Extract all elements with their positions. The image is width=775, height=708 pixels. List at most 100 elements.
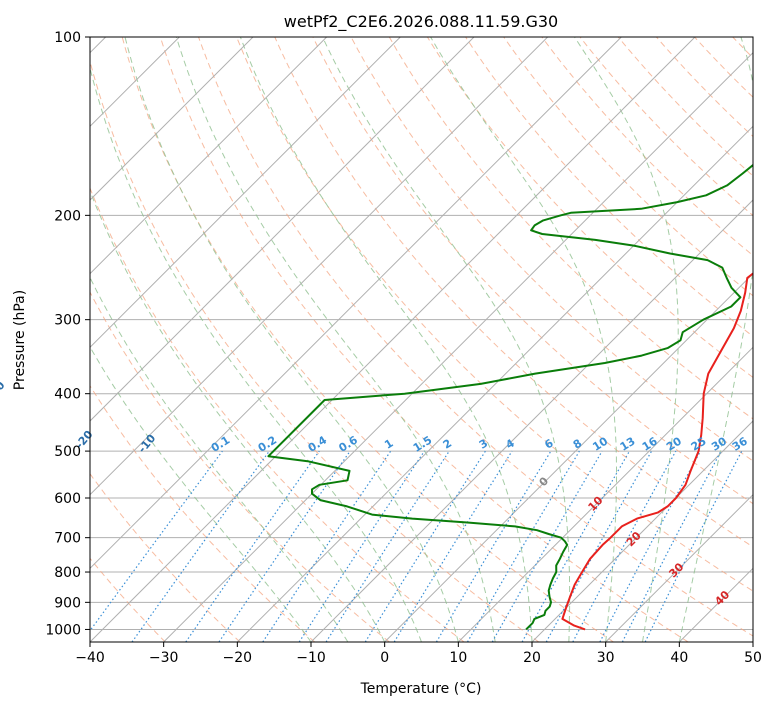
mixing-ratio-label: 0.2	[256, 433, 279, 454]
moist-adiabat-line	[124, 37, 459, 642]
x-tick-label: 30	[597, 650, 615, 666]
isotherm-line	[531, 420, 753, 642]
chart-title: wetPf2_C2E6.2026.088.11.59.G30	[284, 12, 558, 32]
y-tick-label: 1000	[45, 622, 81, 638]
isotherm-line	[90, 37, 401, 349]
dry-adiabat-line	[694, 37, 753, 98]
dry-adiabat-label: -10	[136, 432, 159, 456]
isotherm-line	[90, 37, 696, 642]
x-tick-label: 50	[744, 650, 762, 666]
mixing-ratio-line	[621, 450, 722, 642]
moist-adiabat-line	[322, 37, 571, 642]
plot-frame	[89, 36, 754, 643]
mixing-ratio-line	[325, 450, 450, 642]
isotherm-label: 20	[624, 529, 644, 549]
line-labels: 0.10.20.40.611.52346810131620253036-100-…	[0, 379, 750, 609]
dry-adiabat-label: -30	[0, 379, 8, 403]
mixing-ratio-line	[364, 450, 486, 642]
mixing-ratio-line	[644, 450, 743, 642]
mixing-ratio-line	[599, 450, 702, 642]
isotherm-line	[163, 51, 753, 642]
mixing-ratio-line	[90, 450, 223, 632]
moist-adiabat-line	[90, 65, 422, 642]
isotherm-line	[310, 199, 753, 642]
dry-adiabat-line	[771, 37, 775, 642]
mixing-ratio-label: 1	[382, 437, 395, 452]
x-tick-label: 10	[449, 650, 467, 666]
isotherm-line	[90, 37, 622, 570]
dry-adiabat-line	[465, 37, 753, 338]
x-tick-label: −10	[296, 650, 326, 666]
dry-adiabat-line	[312, 37, 753, 505]
moist-adiabat-line	[239, 37, 533, 642]
dewpoint-profile-line	[267, 163, 753, 631]
x-axis-label: Temperature (°C)	[360, 681, 482, 697]
y-axis-label: Pressure (hPa)	[12, 290, 28, 390]
isotherm-line	[90, 37, 254, 201]
mixing-ratio-line	[298, 450, 425, 642]
isotherm-label: 40	[712, 588, 732, 608]
mixing-ratio-line	[572, 450, 677, 642]
mixing-ratio-label: 2	[441, 437, 454, 452]
y-tick-label: 700	[54, 531, 81, 547]
moist-adiabat-line	[574, 37, 679, 642]
y-tick-label: 500	[54, 444, 81, 460]
mixing-ratio-line	[185, 450, 320, 642]
moist-adiabat-line	[678, 37, 753, 642]
moist-adiabat-line	[90, 276, 349, 642]
isotherm-label: 0	[537, 474, 552, 489]
x-tick-label: −30	[149, 650, 179, 666]
dry-adiabat-line	[90, 59, 540, 642]
temperature-profile-line	[561, 272, 753, 631]
dry-adiabat-line	[90, 384, 316, 642]
axes: −40 −30 −20 −10 0 10 20 30 40 5010020030040050060…	[45, 30, 762, 666]
isotherm-line	[384, 272, 753, 642]
mixing-ratio-line	[218, 450, 351, 642]
y-tick-label: 900	[54, 595, 81, 611]
x-tick-label: 20	[523, 650, 541, 666]
dry-adiabat-line	[350, 37, 753, 462]
dry-adiabat-line	[656, 37, 753, 138]
dry-adiabat-line	[121, 37, 614, 642]
mixing-ratio-label: 4	[503, 436, 517, 451]
isotherm-line	[752, 641, 753, 642]
dry-adiabat-line	[236, 37, 753, 592]
isotherm-line	[90, 37, 328, 275]
dry-adiabat-line	[503, 37, 753, 297]
moist-adiabat-line	[430, 37, 617, 642]
y-tick-label: 600	[54, 491, 81, 507]
dry-adiabat-line	[159, 37, 689, 642]
isotherm-label: 10	[586, 494, 606, 514]
dry-adiabat-line	[90, 186, 465, 642]
x-tick-label: −20	[223, 650, 253, 666]
isotherm-line	[90, 37, 549, 496]
mixing-ratio-line	[521, 450, 631, 642]
isotherm-line	[605, 493, 753, 642]
y-tick-label: 800	[54, 565, 81, 581]
isotherm-line	[236, 125, 753, 642]
mixing-ratio-line	[262, 450, 392, 642]
dry-adiabat-line	[388, 37, 753, 420]
isotherm-line	[90, 37, 475, 422]
moist-adiabat-line	[90, 189, 386, 642]
dry-adiabat-line	[90, 291, 390, 642]
x-tick-label: −40	[75, 650, 105, 666]
mixing-ratio-line	[435, 450, 552, 642]
dry-adiabat-line	[274, 37, 753, 548]
isotherm-line	[457, 346, 753, 642]
dry-adiabat-line	[90, 472, 241, 642]
moist-adiabat-line	[175, 37, 496, 642]
mixing-ratio-line	[393, 450, 513, 642]
dry-adiabat-line	[541, 37, 753, 257]
mixing-ratio-line	[131, 450, 270, 642]
mixing-ratio-line	[545, 450, 653, 642]
moist-adiabat-line	[90, 345, 312, 642]
dry-adiabat-line	[426, 37, 753, 379]
x-tick-label: 40	[670, 650, 688, 666]
plot-area	[90, 37, 775, 642]
y-tick-label: 400	[54, 387, 81, 403]
y-tick-label: 200	[54, 208, 81, 224]
x-tick-label: 0	[380, 650, 389, 666]
isotherm-label: 30	[666, 560, 686, 580]
